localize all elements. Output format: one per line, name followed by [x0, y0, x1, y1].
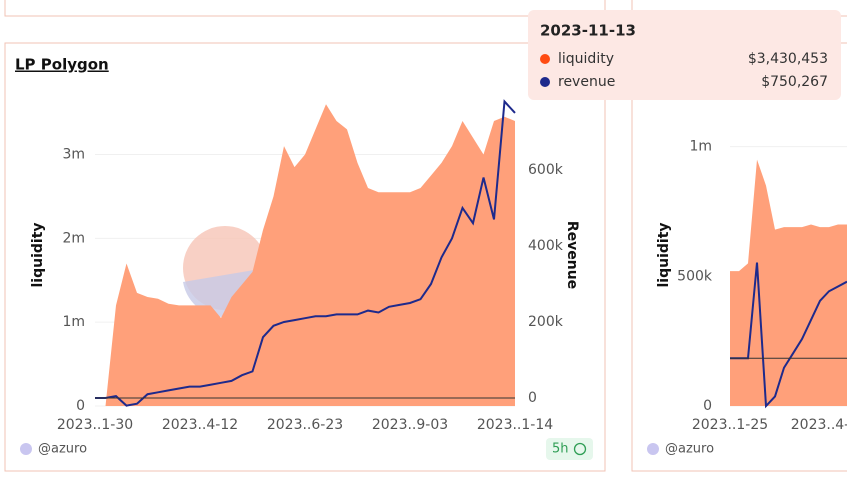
author-avatar [20, 443, 32, 455]
y2-tick-label: 200k [528, 314, 564, 330]
y-axis-title: liquidity [30, 222, 46, 287]
y2-axis-title: Revenue [564, 221, 580, 289]
x-tick-label: 2023..4-12 [162, 417, 238, 433]
x-tick-label: 2023..1-30 [57, 417, 133, 433]
liquidity-area [730, 159, 847, 406]
y-axis-title: liquidity [656, 222, 672, 287]
liquidity-area [95, 104, 515, 407]
tooltip-name: revenue [558, 74, 615, 90]
tooltip-dot [540, 77, 550, 87]
y2-tick-label: 600k [528, 162, 564, 178]
y2-tick-label: 0 [528, 390, 537, 406]
age: 5h [552, 442, 569, 457]
y2-tick-label: 400k [528, 238, 564, 254]
y-tick-label: 2m [62, 230, 85, 246]
x-tick-label: 2023..9-03 [372, 417, 448, 433]
tooltip [528, 10, 841, 100]
revenue-line [730, 262, 847, 409]
age-check [573, 442, 587, 456]
y-tick-label: 1m [689, 139, 712, 155]
x-tick-label: 2023..1-14 [477, 417, 553, 433]
x-tick-label: 2023..1-25 [692, 417, 768, 433]
tooltip-value: $3,430,453 [748, 51, 828, 67]
y-tick-label: 1m [62, 314, 85, 330]
author-avatar [647, 443, 659, 455]
y-tick-label: 0 [703, 398, 712, 414]
tooltip-value: $750,267 [761, 74, 828, 90]
tooltip-name: liquidity [558, 51, 614, 67]
y-tick-label: 3m [62, 146, 85, 162]
author: @azuro [38, 442, 87, 457]
y-tick-label: 500k [677, 268, 713, 284]
revenue-line [95, 99, 516, 407]
chart-title: LP Polygon [15, 56, 109, 74]
panel-above [4, 0, 606, 17]
y-tick-label: 0 [76, 398, 85, 414]
x-tick-label: 2023..4- [791, 417, 847, 433]
x-tick-label: 2023..6-23 [267, 417, 343, 433]
tooltip-dot [540, 54, 550, 64]
author: @azuro [665, 442, 714, 457]
tooltip-date: 2023-11-13 [540, 22, 636, 40]
